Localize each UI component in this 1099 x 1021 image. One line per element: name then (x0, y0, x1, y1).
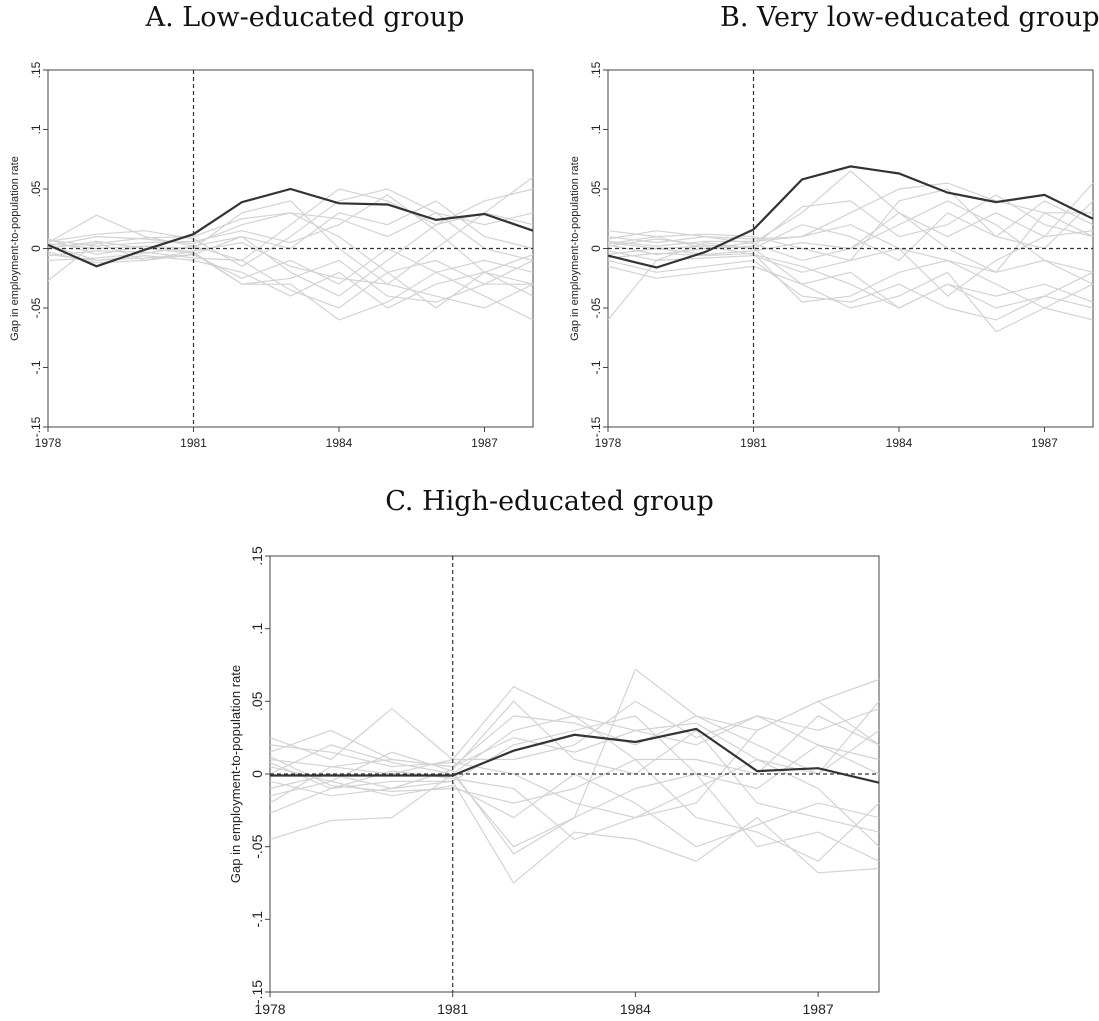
placebo-series-line (47, 176, 534, 262)
placebo-series-line (269, 700, 880, 804)
x-tick-label: 1978 (35, 436, 62, 450)
placebo-series-line (607, 170, 1094, 250)
x-tick-label: 1981 (437, 1001, 468, 1017)
y-axis-label: Gap in employment-to-population rate (228, 665, 243, 883)
panel-a-title: A. Low-educated group (145, 2, 465, 33)
x-tick-label: 1984 (620, 1001, 651, 1017)
placebo-series-line (269, 715, 880, 775)
y-tick-label: -.1 (29, 360, 43, 374)
placebo-series-line (47, 253, 534, 309)
y-tick-label: .15 (29, 61, 43, 78)
x-tick-label: 1981 (180, 436, 207, 450)
y-tick-label: .1 (249, 623, 265, 635)
y-tick-label: -.05 (589, 297, 603, 318)
y-tick-label: -.1 (589, 360, 603, 374)
y-tick-label: -.05 (29, 297, 43, 318)
y-tick-label: -.15 (29, 416, 43, 437)
placebo-series-line (607, 188, 1094, 262)
y-tick-label: .05 (29, 180, 43, 197)
y-tick-label: 0 (249, 770, 265, 778)
y-tick-label: .05 (589, 180, 603, 197)
y-tick-label: .1 (29, 124, 43, 134)
y-axis-label: Gap in employment-to-population rate (9, 156, 21, 341)
x-tick-label: 1978 (595, 436, 622, 450)
placebo-series-line (47, 240, 534, 303)
y-tick-label: .1 (589, 124, 603, 134)
placebo-series-line (269, 780, 880, 884)
placebo-series-line (607, 224, 1094, 297)
chart-panel-b: 1978 1981 1984 1987 -.15 -.1 -.05 0 .05 .1 .15 Gap … (569, 61, 1094, 450)
placebo-series-line (269, 756, 880, 862)
y-tick-label: -.15 (249, 980, 265, 1004)
y-tick-label: -.15 (589, 416, 603, 437)
x-tick-label: 1987 (1031, 436, 1058, 450)
y-tick-label: .15 (249, 546, 265, 566)
placebo-series-line (607, 245, 1094, 309)
y-tick-label: -.1 (249, 911, 265, 928)
placebo-series-line (47, 250, 533, 309)
y-tick-label: -.05 (249, 834, 265, 858)
chart-panel-a: 1978 1981 1984 1987 -.15 -.1 -.05 0 .05 .1 .15 Gap … (9, 61, 534, 450)
y-tick-label: .05 (249, 691, 265, 711)
placebo-series-line (47, 212, 534, 248)
x-tick-label: 1987 (471, 436, 498, 450)
chart-panel-c: 1978 1981 1984 1987 -.15 -.1 -.05 0 .05 .1 .15 Gap … (228, 546, 880, 1017)
panel-b-title: B. Very low-educated group (720, 2, 1099, 33)
y-axis-label: Gap in employment-to-population rate (569, 156, 581, 341)
panel-c-title: C. High-educated group (385, 486, 714, 517)
x-tick-label: 1978 (254, 1001, 285, 1017)
placebo-series-line (47, 188, 534, 267)
placebo-series-line (47, 200, 534, 285)
x-tick-label: 1981 (740, 436, 767, 450)
y-tick-label: 0 (589, 245, 603, 252)
placebo-series-line (269, 668, 880, 848)
x-tick-label: 1984 (886, 436, 913, 450)
treated-series-line (270, 727, 880, 784)
placebo-series-line (607, 259, 1094, 321)
placebo-series-line (607, 252, 1094, 309)
placebo-series-line (607, 194, 1094, 256)
placebo-series-line (269, 700, 880, 775)
x-tick-label: 1987 (803, 1001, 834, 1017)
placebo-series-line (47, 241, 534, 309)
y-tick-label: 0 (29, 245, 43, 252)
x-tick-label: 1984 (326, 436, 353, 450)
y-tick-label: .15 (589, 61, 603, 78)
treated-series-line (607, 165, 1094, 269)
placebo-series-line (607, 265, 1094, 333)
treated-series-line (47, 187, 534, 268)
placebo-series-line (47, 194, 534, 273)
